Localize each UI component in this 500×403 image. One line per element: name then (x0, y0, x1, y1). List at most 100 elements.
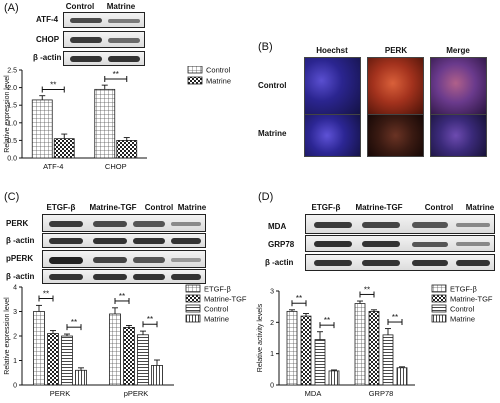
bar-PERK-ETGF-β (33, 311, 45, 386)
blot-c-strip-1 (42, 233, 206, 248)
x-tick-label: MDA (305, 389, 322, 398)
bar-ATF-4-Matrine (53, 138, 75, 159)
blot-d-col-3: Matrine (465, 203, 495, 212)
bar-GRP78-Matrine-TGF (368, 310, 380, 386)
bar-PERK-Control (61, 335, 73, 386)
blot-c-row-0: PERK (6, 219, 29, 228)
bar-CHOP-Control (94, 88, 116, 159)
blot-d-col-2: Control (424, 203, 454, 212)
legend-label: ETGF-β (450, 285, 477, 294)
legend-label: ETGF-β (204, 285, 231, 294)
bar-GRP78-Control (382, 334, 394, 386)
blot-a-col-0: Control (65, 2, 95, 11)
legend-swatch (431, 294, 447, 303)
micro-col-0: Hoechst (316, 46, 348, 55)
bar-MDA-Matrine-TGF (300, 315, 312, 386)
significance-label: ** (147, 315, 153, 324)
legend-swatch (187, 66, 203, 74)
micro-col-2: Merge (446, 46, 470, 55)
legend-label: Matrine (450, 315, 475, 324)
blot-d-row-2: β -actin (265, 258, 294, 267)
blot-d-col-0: ETGF-β (311, 203, 341, 212)
bar-MDA-Matrine (328, 370, 340, 386)
blot-c-strip-3 (42, 269, 206, 284)
blot-a-row-0: ATF-4 (36, 15, 59, 24)
blot-c-row-3: β -actin (6, 272, 35, 281)
bar-CHOP-Matrine (116, 140, 138, 159)
legend-label: Control (450, 305, 475, 314)
chart-d: 0 1 2 3 Relative activity levels ** ** MDA ** ** G… (257, 284, 493, 399)
y-tick-label: 4 (13, 285, 17, 292)
y-tick-label: 0.5 (7, 138, 17, 145)
y-tick-label: 1 (13, 358, 17, 365)
bar-pPERK-Matrine-TGF (123, 327, 135, 386)
micro-perk-matrine (367, 114, 424, 157)
y-tick-label: 2.0 (7, 85, 17, 92)
legend-label: Matrine-TGF (204, 295, 247, 304)
micro-merge-matrine (430, 114, 487, 157)
legend-label: Control (204, 305, 229, 314)
legend-swatch (185, 314, 201, 323)
y-tick-label: 1.0 (7, 120, 17, 127)
legend-swatch (185, 304, 201, 313)
y-tick-label: 0.0 (7, 156, 17, 163)
x-tick-label: CHOP (105, 162, 127, 171)
bar-pPERK-Control (137, 334, 149, 386)
legend-swatch (431, 304, 447, 313)
blot-c-col-2: Control (144, 203, 174, 212)
legend-label: Matrine-TGF (450, 295, 493, 304)
bar-MDA-ETGF-β (286, 310, 298, 386)
y-tick-label: 2.5 (7, 68, 17, 75)
significance-label: ** (113, 70, 119, 79)
legend-swatch (431, 314, 447, 323)
legend-swatch (185, 284, 201, 293)
y-axis-label: Relative activity levels (257, 303, 264, 372)
blot-d-col-1: Matrine-TGF (355, 203, 403, 212)
blot-a-col-1: Matrine (106, 2, 136, 11)
y-axis-label: Relative expression level (4, 75, 11, 153)
panel-a-label: (A) (4, 2, 19, 14)
blot-d-strip-0 (305, 214, 495, 234)
y-tick-label: 0 (13, 383, 17, 390)
legend-label: Control (206, 66, 231, 75)
panel-d-label: (D) (258, 191, 274, 203)
x-tick-label: GRP78 (369, 389, 394, 398)
micro-col-1: PERK (384, 46, 408, 55)
bar-GRP78-Matrine (396, 367, 408, 386)
blot-d-row-0: MDA (268, 222, 287, 231)
y-tick-label: 0 (270, 383, 274, 390)
blot-c-col-1: Matrine-TGF (89, 203, 137, 212)
significance-label: ** (119, 292, 125, 301)
blot-c-row-2: pPERK (6, 254, 34, 263)
micro-row-0: Control (258, 81, 287, 90)
legend-swatch (431, 284, 447, 293)
bar-ATF-4-Control (31, 99, 53, 159)
blot-a-strip-1 (63, 31, 145, 48)
blot-a-row-2: β -actin (33, 53, 62, 62)
bar-pPERK-Matrine (151, 365, 163, 386)
micro-hoechst-matrine (304, 114, 361, 157)
y-tick-label: 2 (270, 320, 274, 327)
blot-c-strip-0 (42, 214, 206, 232)
blot-c-strip-2 (42, 250, 206, 268)
blot-a-strip-2 (63, 51, 145, 66)
blot-c-col-3: Matrine (177, 203, 207, 212)
y-tick-label: 3 (270, 289, 274, 296)
legend-swatch (185, 294, 201, 303)
micro-hoechst-control (304, 57, 361, 115)
legend-swatch (187, 76, 203, 85)
blot-a-row-1: CHOP (36, 35, 60, 44)
bar-PERK-Matrine (75, 369, 87, 386)
significance-label: ** (50, 81, 56, 90)
micro-merge-control (430, 57, 487, 115)
bar-pPERK-ETGF-β (109, 313, 121, 386)
x-tick-label: ATF-4 (43, 162, 63, 171)
legend-label: Matrine (204, 315, 229, 324)
micro-perk-control (367, 57, 424, 115)
blot-c-col-0: ETGF-β (46, 203, 76, 212)
y-axis-label: Relative expression level (4, 297, 11, 375)
panel-c-label: (C) (4, 191, 20, 203)
y-tick-label: 1 (270, 351, 274, 358)
significance-label: ** (43, 290, 49, 299)
